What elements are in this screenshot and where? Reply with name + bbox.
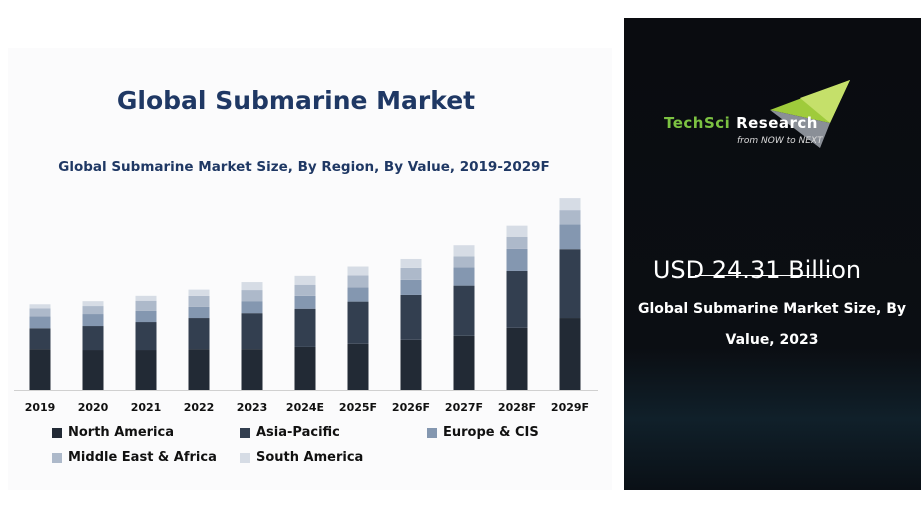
brand-logo-text: TechSci Research: [664, 114, 818, 132]
bar-segment-europe-cis-2020: [82, 314, 104, 327]
divider: [695, 275, 832, 276]
bar-segment-europe-cis-2022: [188, 306, 210, 319]
legend-label: Asia-Pacific: [256, 425, 340, 440]
x-tick-label: 2024E: [286, 401, 324, 414]
bar-segment-europe-cis-2021: [135, 310, 157, 323]
legend-item: Middle East & Africa: [52, 450, 217, 465]
bar-segment-asia-pacific-2024E: [294, 308, 316, 347]
bar-segment-north-america-2020: [82, 350, 104, 390]
market-value: USD 24.31 Billion: [652, 256, 862, 284]
x-tick-label: 2026F: [392, 401, 430, 414]
legend-item: South America: [240, 450, 363, 465]
bar-segment-middle-east-africa-2025F: [347, 275, 369, 288]
bar-segment-south-america-2019: [29, 304, 51, 309]
bar-segment-middle-east-africa-2023: [241, 290, 263, 302]
bar-segment-middle-east-africa-2022: [188, 295, 210, 307]
bar-segment-north-america-2022: [188, 349, 210, 390]
bar-segment-middle-east-africa-2029F: [559, 210, 581, 225]
bar-segment-north-america-2024E: [294, 346, 316, 390]
legend-swatch: [240, 427, 250, 438]
bar-segment-south-america-2021: [135, 295, 157, 301]
chart-title: Global Submarine Market Size, By Region,…: [58, 159, 550, 175]
bar-segment-europe-cis-2019: [29, 316, 51, 329]
bar-segment-asia-pacific-2027F: [453, 285, 475, 336]
page-title: Global Submarine Market: [116, 86, 476, 115]
bar-segment-asia-pacific-2028F: [506, 270, 528, 328]
bar-segment-europe-cis-2025F: [347, 287, 369, 302]
bar-segment-south-america-2029F: [559, 198, 581, 211]
bar-segment-asia-pacific-2025F: [347, 301, 369, 344]
legend-item: North America: [52, 425, 174, 440]
legend-swatch: [240, 452, 250, 463]
x-tick-label: 2020: [78, 401, 109, 414]
bar-segment-north-america-2028F: [506, 327, 528, 390]
bar-segment-asia-pacific-2029F: [559, 249, 581, 319]
bar-segment-europe-cis-2029F: [559, 224, 581, 250]
bar-segment-europe-cis-2026F: [400, 279, 422, 295]
legend-label: North America: [68, 425, 174, 440]
bar-segment-south-america-2022: [188, 289, 210, 296]
bar-segment-middle-east-africa-2019: [29, 308, 51, 317]
legend-swatch: [52, 452, 62, 463]
bar-segment-middle-east-africa-2024E: [294, 284, 316, 296]
legend-item: Europe & CIS: [427, 425, 539, 440]
bar-segment-north-america-2027F: [453, 335, 475, 390]
bar-segment-europe-cis-2023: [241, 301, 263, 314]
legend-swatch: [427, 427, 437, 438]
x-tick-label: 2023: [237, 401, 268, 414]
brand-tagline: from NOW to NEXT: [737, 136, 823, 146]
x-tick-label: 2021: [131, 401, 162, 414]
bar-segment-asia-pacific-2026F: [400, 294, 422, 340]
summary-panel: TechSci Research from NOW to NEXT USD 24…: [624, 18, 921, 490]
bar-segment-south-america-2020: [82, 301, 104, 307]
bar-segment-south-america-2027F: [453, 245, 475, 257]
bar-segment-north-america-2019: [29, 349, 51, 390]
x-tick-label: 2019: [25, 401, 56, 414]
bar-segment-north-america-2026F: [400, 339, 422, 390]
bar-segment-north-america-2021: [135, 350, 157, 390]
bar-segment-middle-east-africa-2020: [82, 306, 104, 315]
x-tick-label: 2022: [184, 401, 215, 414]
x-tick-label: 2027F: [445, 401, 483, 414]
bar-segment-europe-cis-2027F: [453, 267, 475, 286]
bar-segment-south-america-2024E: [294, 275, 316, 285]
bar-segment-middle-east-africa-2027F: [453, 256, 475, 268]
legend-swatch: [52, 427, 62, 438]
bar-segment-asia-pacific-2022: [188, 318, 210, 350]
bar-segment-asia-pacific-2019: [29, 328, 51, 350]
x-tick-label: 2025F: [339, 401, 377, 414]
bar-segment-north-america-2029F: [559, 318, 581, 390]
bar-segment-asia-pacific-2020: [82, 326, 104, 351]
bar-segment-asia-pacific-2021: [135, 322, 157, 351]
bar-segment-south-america-2028F: [506, 225, 528, 237]
techsci-logo-icon: [770, 80, 850, 148]
bar-segment-europe-cis-2028F: [506, 248, 528, 271]
legend-label: Middle East & Africa: [68, 450, 217, 465]
bar-segment-south-america-2026F: [400, 258, 422, 268]
bar-segment-north-america-2025F: [347, 343, 369, 390]
x-tick-label: 2028F: [498, 401, 536, 414]
bar-segment-europe-cis-2024E: [294, 295, 316, 309]
legend-item: Asia-Pacific: [240, 425, 340, 440]
legend-label: South America: [256, 450, 364, 465]
legend-label: Europe & CIS: [443, 425, 539, 440]
bar-segment-middle-east-africa-2021: [135, 300, 157, 311]
bar-segment-middle-east-africa-2026F: [400, 267, 422, 280]
bar-segment-south-america-2023: [241, 282, 263, 291]
bar-segment-south-america-2025F: [347, 266, 369, 276]
bar-segment-north-america-2023: [241, 349, 263, 390]
x-tick-label: 2029F: [551, 401, 589, 414]
bar-segment-middle-east-africa-2028F: [506, 236, 528, 249]
market-value-caption: Global Submarine Market Size, By Value, …: [638, 301, 906, 348]
stacked-bar-chart: 2019 2020 2021 2022 2023 2024E 2025F 2026F 2027F…: [14, 198, 598, 414]
bar-segment-asia-pacific-2023: [241, 313, 263, 350]
